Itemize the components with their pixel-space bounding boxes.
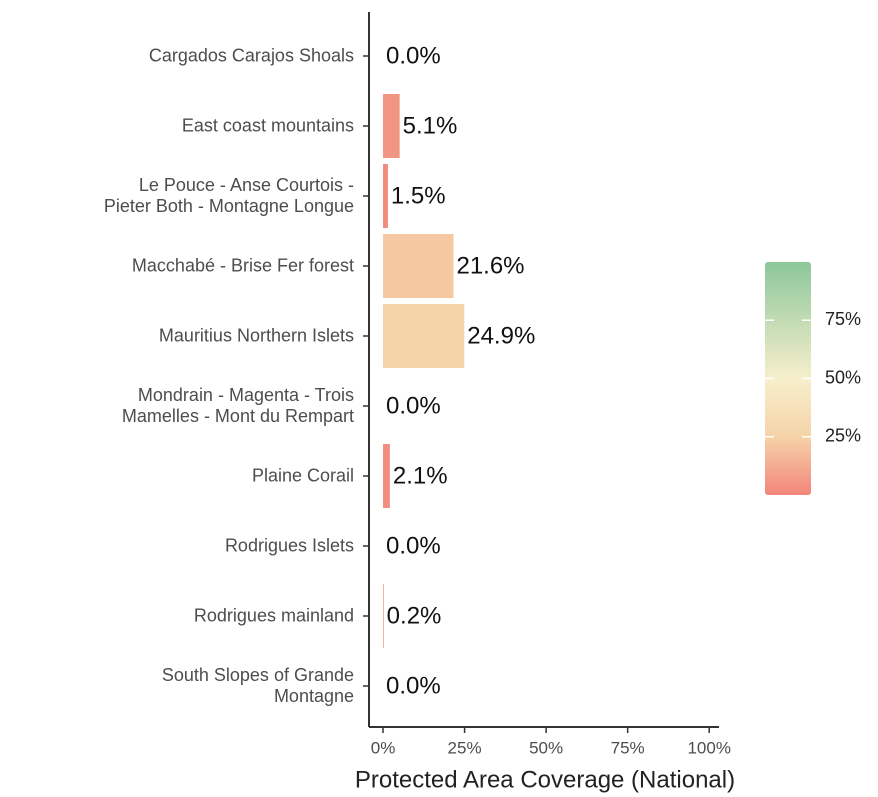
x-tick-label: 25% bbox=[448, 738, 482, 757]
bar bbox=[383, 94, 400, 158]
y-tick-label: Rodrigues Islets bbox=[224, 535, 354, 556]
value-label: 0.0% bbox=[386, 532, 441, 559]
bar bbox=[383, 164, 388, 228]
bar bbox=[383, 584, 384, 648]
value-label: 1.5% bbox=[391, 182, 446, 209]
value-label: 21.6% bbox=[456, 252, 524, 279]
y-tick-label: Cargados Carajos Shoals bbox=[148, 45, 354, 66]
y-tick-label: Mondrain - Magenta - Trois Mamelles - Mo… bbox=[121, 385, 354, 426]
colorbar bbox=[765, 262, 811, 495]
y-tick-label: South Slopes of Grande Montagne bbox=[161, 665, 354, 706]
x-axis-title: Protected Area Coverage (National) bbox=[355, 766, 735, 793]
x-tick-label: 0% bbox=[371, 738, 396, 757]
value-label: 0.0% bbox=[386, 392, 441, 419]
value-label: 0.2% bbox=[387, 602, 442, 629]
x-tick-label: 100% bbox=[687, 738, 730, 757]
y-tick-label: Plaine Corail bbox=[251, 465, 354, 486]
bar bbox=[383, 234, 454, 298]
legend-label: 25% bbox=[825, 426, 861, 446]
value-label: 0.0% bbox=[386, 672, 441, 699]
y-tick-label: Le Pouce - Anse Courtois - Pieter Both -… bbox=[103, 175, 354, 216]
bar bbox=[383, 444, 390, 508]
value-label: 24.9% bbox=[467, 322, 535, 349]
legend-label: 75% bbox=[825, 309, 861, 329]
y-tick-label: Mauritius Northern Islets bbox=[158, 325, 354, 346]
y-tick-label: Rodrigues mainland bbox=[193, 605, 354, 626]
x-tick-label: 50% bbox=[529, 738, 563, 757]
value-label: 2.1% bbox=[393, 462, 448, 489]
value-label: 0.0% bbox=[386, 42, 441, 69]
value-label: 5.1% bbox=[403, 112, 458, 139]
y-tick-label: East coast mountains bbox=[181, 115, 354, 136]
legend-label: 50% bbox=[825, 367, 861, 387]
x-tick-label: 75% bbox=[611, 738, 645, 757]
bar bbox=[383, 304, 465, 368]
y-tick-label: Macchabé - Brise Fer forest bbox=[131, 255, 354, 276]
